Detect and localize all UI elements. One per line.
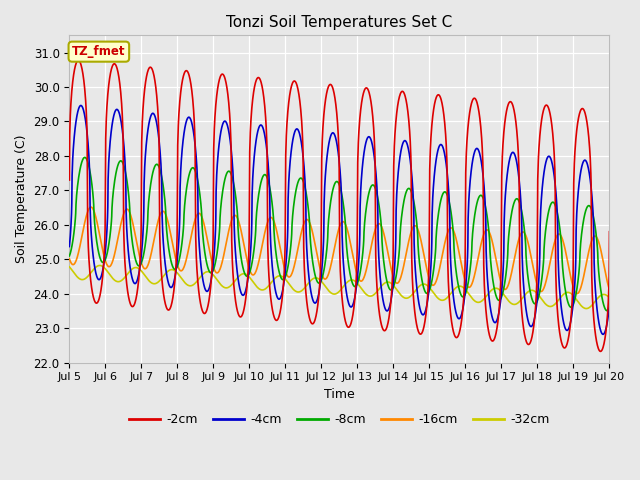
Title: Tonzi Soil Temperatures Set C: Tonzi Soil Temperatures Set C — [227, 15, 452, 30]
Y-axis label: Soil Temperature (C): Soil Temperature (C) — [15, 135, 28, 263]
Text: TZ_fmet: TZ_fmet — [72, 45, 125, 58]
X-axis label: Time: Time — [324, 388, 355, 401]
Legend: -2cm, -4cm, -8cm, -16cm, -32cm: -2cm, -4cm, -8cm, -16cm, -32cm — [124, 408, 555, 431]
